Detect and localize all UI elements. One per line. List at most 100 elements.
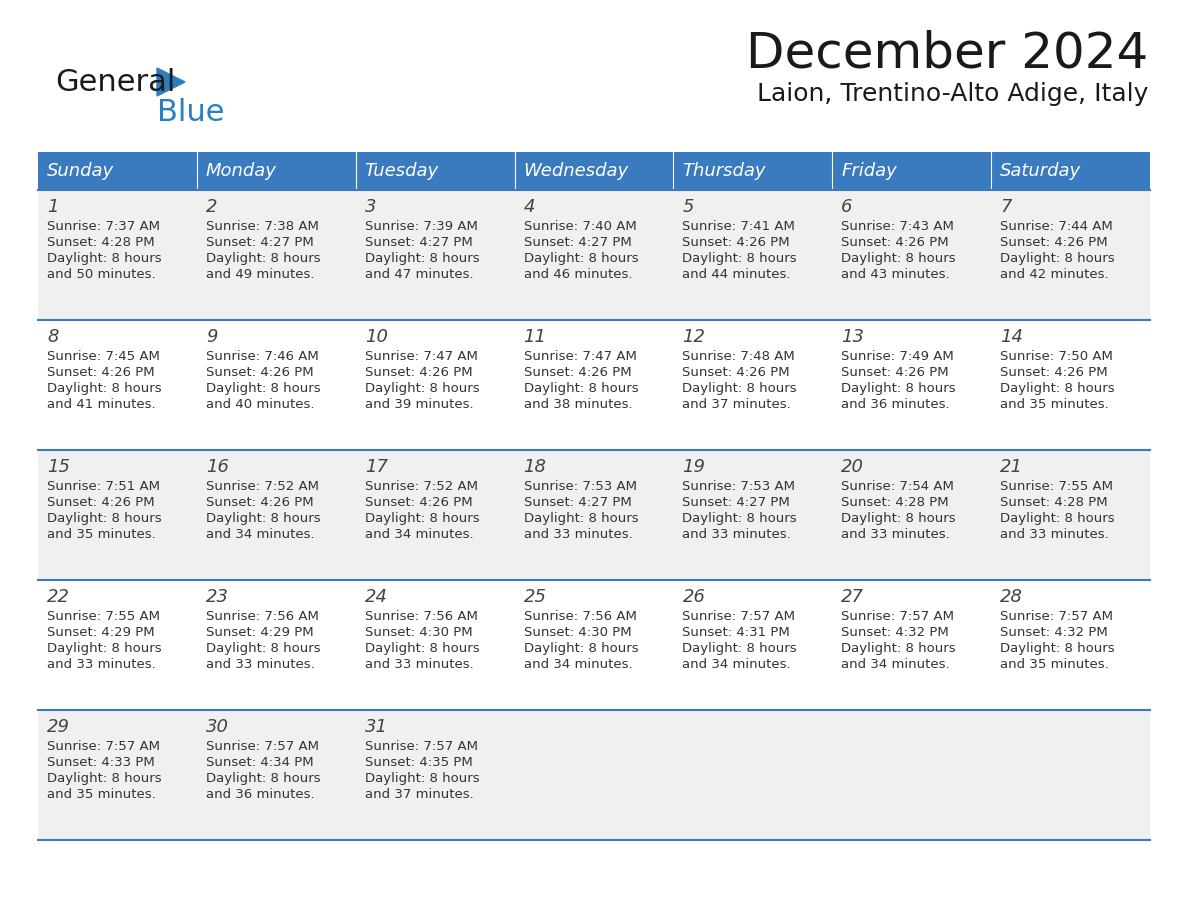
Text: and 33 minutes.: and 33 minutes. <box>48 658 156 671</box>
Text: 4: 4 <box>524 198 535 216</box>
Text: and 34 minutes.: and 34 minutes. <box>682 658 791 671</box>
Text: Sunrise: 7:44 AM: Sunrise: 7:44 AM <box>1000 220 1113 233</box>
Text: and 36 minutes.: and 36 minutes. <box>206 788 315 801</box>
Text: 14: 14 <box>1000 328 1023 346</box>
Text: Sunset: 4:27 PM: Sunset: 4:27 PM <box>682 496 790 509</box>
Bar <box>355 320 514 450</box>
Bar <box>355 152 514 190</box>
Text: 5: 5 <box>682 198 694 216</box>
Text: 13: 13 <box>841 328 865 346</box>
Text: and 33 minutes.: and 33 minutes. <box>524 528 632 541</box>
Text: Daylight: 8 hours: Daylight: 8 hours <box>48 512 162 525</box>
Text: 20: 20 <box>841 458 865 476</box>
Text: Daylight: 8 hours: Daylight: 8 hours <box>841 382 956 395</box>
Text: Daylight: 8 hours: Daylight: 8 hours <box>48 382 162 395</box>
Text: Sunrise: 7:57 AM: Sunrise: 7:57 AM <box>365 740 478 753</box>
Text: Sunset: 4:31 PM: Sunset: 4:31 PM <box>682 626 790 639</box>
Text: Sunset: 4:30 PM: Sunset: 4:30 PM <box>524 626 631 639</box>
Text: 15: 15 <box>48 458 70 476</box>
Text: 24: 24 <box>365 588 387 606</box>
Bar <box>991 450 1150 580</box>
Text: 17: 17 <box>365 458 387 476</box>
Text: and 33 minutes.: and 33 minutes. <box>206 658 315 671</box>
Text: Sunrise: 7:53 AM: Sunrise: 7:53 AM <box>524 480 637 493</box>
Text: Sunset: 4:26 PM: Sunset: 4:26 PM <box>206 366 314 379</box>
Text: 8: 8 <box>48 328 58 346</box>
Text: Sunset: 4:26 PM: Sunset: 4:26 PM <box>365 366 473 379</box>
Text: Daylight: 8 hours: Daylight: 8 hours <box>682 512 797 525</box>
Text: Sunset: 4:27 PM: Sunset: 4:27 PM <box>206 236 314 249</box>
Text: Sunrise: 7:40 AM: Sunrise: 7:40 AM <box>524 220 637 233</box>
Text: and 49 minutes.: and 49 minutes. <box>206 268 315 281</box>
Text: Thursday: Thursday <box>682 162 766 180</box>
Text: Sunset: 4:26 PM: Sunset: 4:26 PM <box>206 496 314 509</box>
Text: Sunrise: 7:47 AM: Sunrise: 7:47 AM <box>524 350 637 363</box>
Text: Daylight: 8 hours: Daylight: 8 hours <box>365 642 479 655</box>
Text: Sunrise: 7:56 AM: Sunrise: 7:56 AM <box>524 610 637 623</box>
Text: Sunset: 4:26 PM: Sunset: 4:26 PM <box>682 366 790 379</box>
Text: and 37 minutes.: and 37 minutes. <box>365 788 474 801</box>
Text: Sunset: 4:32 PM: Sunset: 4:32 PM <box>1000 626 1108 639</box>
Text: 31: 31 <box>365 718 387 736</box>
Text: 23: 23 <box>206 588 229 606</box>
Text: Sunrise: 7:57 AM: Sunrise: 7:57 AM <box>206 740 318 753</box>
Text: Daylight: 8 hours: Daylight: 8 hours <box>206 772 321 785</box>
Text: Sunrise: 7:55 AM: Sunrise: 7:55 AM <box>1000 480 1113 493</box>
Bar <box>197 710 355 840</box>
Bar <box>38 580 197 710</box>
Text: 12: 12 <box>682 328 706 346</box>
Bar <box>197 190 355 320</box>
Bar <box>38 450 197 580</box>
Text: and 36 minutes.: and 36 minutes. <box>841 398 950 411</box>
Text: 3: 3 <box>365 198 377 216</box>
Text: Sunset: 4:35 PM: Sunset: 4:35 PM <box>365 756 473 769</box>
Text: Sunrise: 7:57 AM: Sunrise: 7:57 AM <box>1000 610 1113 623</box>
Text: 6: 6 <box>841 198 853 216</box>
Text: and 34 minutes.: and 34 minutes. <box>524 658 632 671</box>
Text: Sunrise: 7:57 AM: Sunrise: 7:57 AM <box>48 740 160 753</box>
Text: 21: 21 <box>1000 458 1023 476</box>
Text: Sunrise: 7:41 AM: Sunrise: 7:41 AM <box>682 220 795 233</box>
Bar <box>38 190 197 320</box>
Bar <box>355 580 514 710</box>
Text: Sunset: 4:28 PM: Sunset: 4:28 PM <box>1000 496 1107 509</box>
Bar <box>514 190 674 320</box>
Text: Sunset: 4:26 PM: Sunset: 4:26 PM <box>1000 236 1107 249</box>
Text: Sunrise: 7:38 AM: Sunrise: 7:38 AM <box>206 220 318 233</box>
Text: Daylight: 8 hours: Daylight: 8 hours <box>365 382 479 395</box>
Text: and 43 minutes.: and 43 minutes. <box>841 268 950 281</box>
Text: 26: 26 <box>682 588 706 606</box>
Text: Daylight: 8 hours: Daylight: 8 hours <box>48 772 162 785</box>
Text: Daylight: 8 hours: Daylight: 8 hours <box>524 642 638 655</box>
Text: Daylight: 8 hours: Daylight: 8 hours <box>1000 382 1114 395</box>
Text: Daylight: 8 hours: Daylight: 8 hours <box>48 252 162 265</box>
Bar <box>674 152 833 190</box>
Text: 7: 7 <box>1000 198 1012 216</box>
Text: Sunrise: 7:45 AM: Sunrise: 7:45 AM <box>48 350 160 363</box>
Text: 9: 9 <box>206 328 217 346</box>
Text: Daylight: 8 hours: Daylight: 8 hours <box>365 772 479 785</box>
Text: Sunrise: 7:37 AM: Sunrise: 7:37 AM <box>48 220 160 233</box>
Text: Daylight: 8 hours: Daylight: 8 hours <box>524 512 638 525</box>
Bar <box>514 710 674 840</box>
Text: and 44 minutes.: and 44 minutes. <box>682 268 791 281</box>
Text: 16: 16 <box>206 458 229 476</box>
Text: Daylight: 8 hours: Daylight: 8 hours <box>841 252 956 265</box>
Text: Sunrise: 7:51 AM: Sunrise: 7:51 AM <box>48 480 160 493</box>
Text: 19: 19 <box>682 458 706 476</box>
Text: 30: 30 <box>206 718 229 736</box>
Bar <box>674 580 833 710</box>
Text: and 42 minutes.: and 42 minutes. <box>1000 268 1108 281</box>
Bar <box>514 580 674 710</box>
Text: Sunrise: 7:56 AM: Sunrise: 7:56 AM <box>206 610 318 623</box>
Text: and 41 minutes.: and 41 minutes. <box>48 398 156 411</box>
Text: Sunset: 4:26 PM: Sunset: 4:26 PM <box>48 496 154 509</box>
Text: Daylight: 8 hours: Daylight: 8 hours <box>365 512 479 525</box>
Text: and 33 minutes.: and 33 minutes. <box>841 528 950 541</box>
Text: Sunset: 4:27 PM: Sunset: 4:27 PM <box>365 236 473 249</box>
Bar <box>355 190 514 320</box>
Text: Daylight: 8 hours: Daylight: 8 hours <box>206 382 321 395</box>
Text: Daylight: 8 hours: Daylight: 8 hours <box>682 642 797 655</box>
Text: Sunrise: 7:57 AM: Sunrise: 7:57 AM <box>841 610 954 623</box>
Text: 11: 11 <box>524 328 546 346</box>
